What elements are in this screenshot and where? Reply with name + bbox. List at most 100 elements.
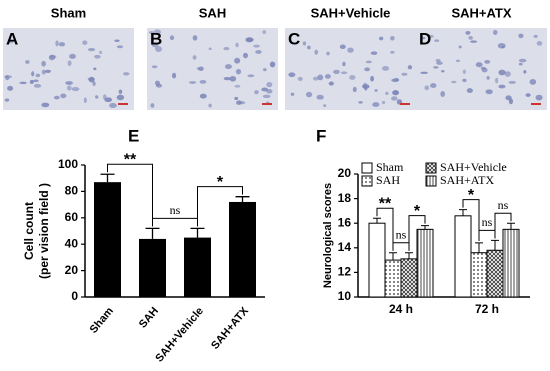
cell [434,39,440,42]
y-tick-label: 14 [338,240,352,254]
cell [326,51,330,56]
legend-label: SAH [376,173,400,187]
y-axis-label: Neurological scores [322,183,334,288]
y-tick-label: 0 [71,289,78,303]
cell [269,61,276,68]
cell [262,94,271,99]
y-tick-label: 12 [338,265,352,279]
cell [475,62,483,68]
y-tick-label: 20 [338,166,352,180]
cell [314,49,319,55]
y-tick-label: 100 [58,157,78,171]
bar [454,215,472,298]
x-tick-label: 72 h [475,302,499,316]
bar [229,201,256,297]
cell [254,90,259,95]
error-bar [235,196,250,202]
cell [235,42,239,48]
cell [116,94,125,101]
cell [151,42,159,48]
y-tick-label: 16 [338,215,352,229]
cell [122,72,130,76]
micrograph-title: SAH+Vehicle [311,5,391,20]
error-bar [190,227,205,238]
error-bar [459,209,467,216]
cell [297,76,303,81]
cell [470,40,478,43]
cell [525,93,531,97]
cell [458,45,462,49]
y-axis-label: (per vision field ) [37,183,51,279]
cell [53,95,60,100]
significance-label: * [468,187,475,204]
cell [25,60,30,64]
cell [468,36,473,40]
cell [374,89,378,92]
y-tick-label: 10 [338,289,352,303]
cell [498,69,506,76]
scale-bar [400,103,410,105]
x-tick-label: SAH+Vehicle [153,305,206,364]
error-bar [373,217,381,224]
cell [333,69,340,74]
error-bar [507,222,515,230]
bar [184,237,211,297]
cell [87,47,96,52]
scale-bar [118,103,128,105]
cell [118,89,123,94]
cell [421,36,426,40]
cell [29,79,34,84]
cell [370,75,375,82]
cell [208,103,212,108]
cell [340,71,348,75]
significance-bracket [462,199,480,241]
cell [493,29,498,35]
cell [441,69,445,73]
cell [504,71,511,77]
cell [465,30,471,35]
bar [486,249,504,298]
significance-bracket [376,207,394,251]
cell [109,102,117,109]
cell [324,74,331,79]
micrograph-letter: D [419,29,431,48]
cell [58,42,66,47]
cell [192,55,197,60]
cell [65,81,73,85]
cell [462,78,467,83]
scale-bar [262,103,272,105]
cell [253,44,260,48]
cell [99,50,103,55]
cell [44,69,51,73]
cell [263,68,267,72]
cell [365,60,372,64]
micrograph-title: SAH [199,5,226,20]
cell [69,53,76,59]
cell [60,93,67,99]
y-tick-label: 18 [338,191,352,205]
micrograph-letter: C [288,29,300,48]
cell [288,72,296,78]
y-axis-label: Cell count [22,202,36,260]
cell [150,103,155,108]
cell [41,102,50,108]
cell [33,79,39,83]
cell [199,79,207,84]
cell [378,36,384,41]
cell [323,104,327,108]
cell [385,91,389,95]
cell [529,79,537,85]
cell [391,78,400,83]
cell [393,89,398,95]
cell [234,57,241,64]
cell [88,76,95,83]
cell [518,58,527,63]
error-bar [491,239,499,251]
cell [424,85,430,91]
cell [4,98,10,102]
panel-letter: E [128,126,139,145]
cell [420,71,428,75]
cell [381,101,386,105]
cell [523,69,527,74]
